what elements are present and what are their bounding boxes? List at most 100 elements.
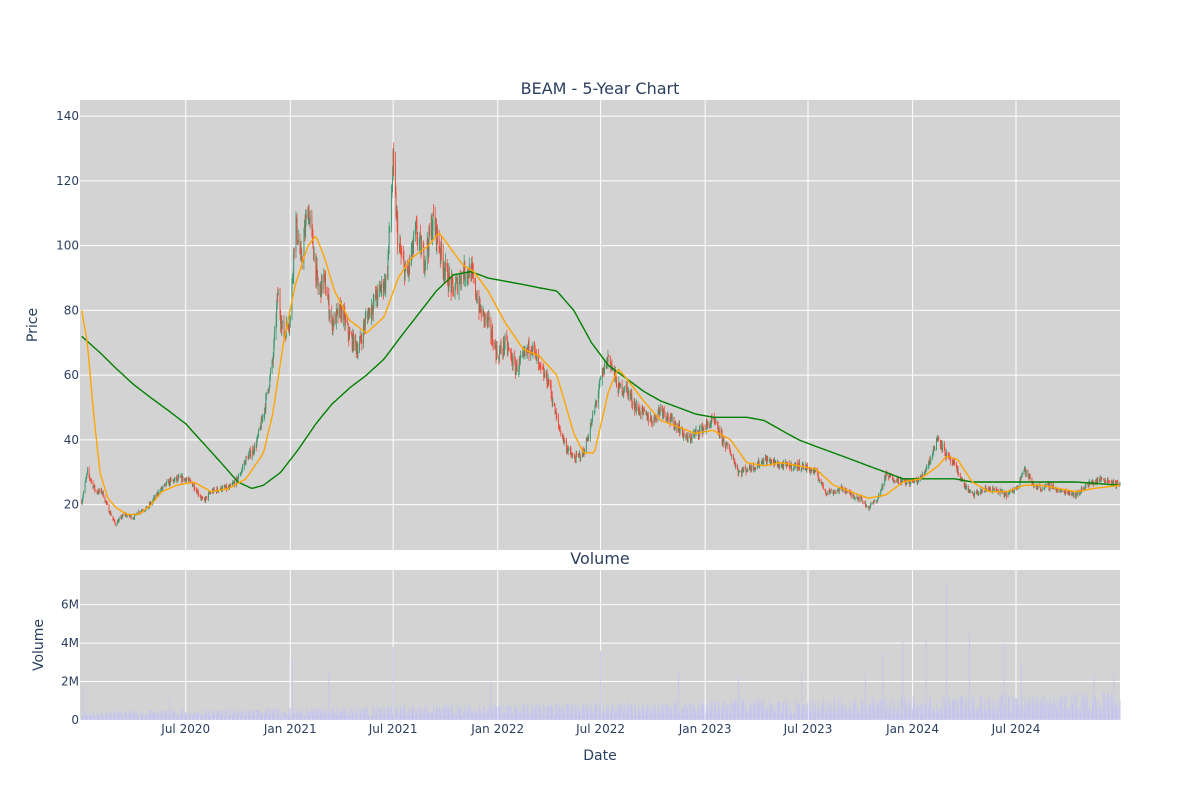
volume-bar <box>953 707 954 720</box>
volume-bar <box>383 706 385 720</box>
candle <box>510 348 512 360</box>
volume-bar <box>336 715 338 720</box>
volume-bar <box>768 711 770 720</box>
volume-bar <box>510 707 512 720</box>
volume-bar <box>669 706 671 720</box>
volume-bar <box>100 715 102 720</box>
volume-bar <box>516 711 517 720</box>
volume-bar <box>1075 694 1077 720</box>
volume-bar <box>743 700 745 720</box>
volume-bar <box>996 714 998 720</box>
candle <box>455 275 457 291</box>
candle <box>1059 489 1061 493</box>
volume-bar <box>730 700 732 720</box>
volume-bar <box>785 703 787 720</box>
candle <box>701 422 703 437</box>
candle <box>273 338 275 359</box>
candle <box>868 506 870 511</box>
candle <box>826 493 828 497</box>
volume-bar <box>201 712 203 720</box>
volume-bar <box>687 708 688 720</box>
volume-bar <box>946 581 948 720</box>
candle <box>764 454 766 461</box>
volume-bar <box>222 712 224 720</box>
volume-bar <box>444 706 446 720</box>
volume-bar <box>364 708 366 720</box>
volume-bar <box>670 714 672 720</box>
volume-bar <box>168 713 170 720</box>
volume-bar <box>488 712 490 720</box>
volume-bar <box>475 709 477 720</box>
volume-bar <box>157 715 159 720</box>
candle <box>418 237 420 254</box>
volume-bar <box>586 706 588 720</box>
volume-bar <box>276 714 278 720</box>
volume-bar <box>957 700 958 720</box>
volume-bar <box>400 706 401 720</box>
volume-bar <box>162 710 164 720</box>
volume-bar <box>404 705 405 720</box>
volume-bar <box>645 710 647 720</box>
volume-bar <box>144 714 146 720</box>
volume-bar <box>178 713 180 720</box>
candle <box>534 341 536 355</box>
volume-bar <box>896 713 898 720</box>
candle <box>651 416 653 427</box>
candle <box>618 381 620 388</box>
candle <box>874 499 875 502</box>
candle <box>729 444 731 451</box>
volume-bar <box>639 711 641 720</box>
volume-bar <box>490 681 492 720</box>
candle <box>738 471 740 476</box>
volume-bar <box>380 707 382 720</box>
candle <box>470 263 472 283</box>
candle <box>570 447 572 458</box>
candle <box>371 298 372 325</box>
volume-bar <box>277 708 279 720</box>
volume-bar <box>1116 702 1118 720</box>
candle <box>165 481 167 487</box>
candle <box>1013 486 1015 495</box>
volume-bar <box>797 703 799 720</box>
candle <box>639 411 641 419</box>
candle <box>257 428 259 438</box>
volume-bar <box>227 716 229 720</box>
candle <box>391 185 393 199</box>
volume-bar <box>500 704 502 720</box>
volume-bar <box>1009 696 1011 720</box>
volume-bar <box>858 714 860 720</box>
volume-bar <box>287 715 289 720</box>
volume-bar <box>246 716 247 720</box>
candle <box>104 494 106 503</box>
volume-bar <box>526 707 528 720</box>
volume-bar <box>810 712 812 720</box>
candle <box>472 263 474 284</box>
volume-bar <box>120 712 122 720</box>
candle <box>435 217 437 252</box>
volume-bar <box>788 715 790 720</box>
candle <box>635 402 637 411</box>
volume-bar <box>892 715 894 720</box>
candle <box>598 379 600 391</box>
volume-bar <box>129 713 131 720</box>
volume-bar <box>492 710 494 720</box>
volume-bar <box>482 714 484 720</box>
volume-bar <box>622 708 624 720</box>
volume-bar <box>468 704 470 720</box>
candle <box>1020 476 1022 481</box>
volume-bar <box>184 711 186 720</box>
volume-bar <box>288 709 290 720</box>
volume-bar <box>723 702 725 720</box>
volume-bar <box>821 705 823 720</box>
volume-bar <box>888 709 890 720</box>
candle <box>404 261 405 286</box>
volume-bar <box>126 718 128 720</box>
volume-bar <box>424 709 426 720</box>
candle <box>873 499 875 504</box>
volume-bar <box>774 712 775 720</box>
candle <box>631 400 633 411</box>
volume-bar <box>889 706 891 720</box>
candle <box>478 289 480 320</box>
